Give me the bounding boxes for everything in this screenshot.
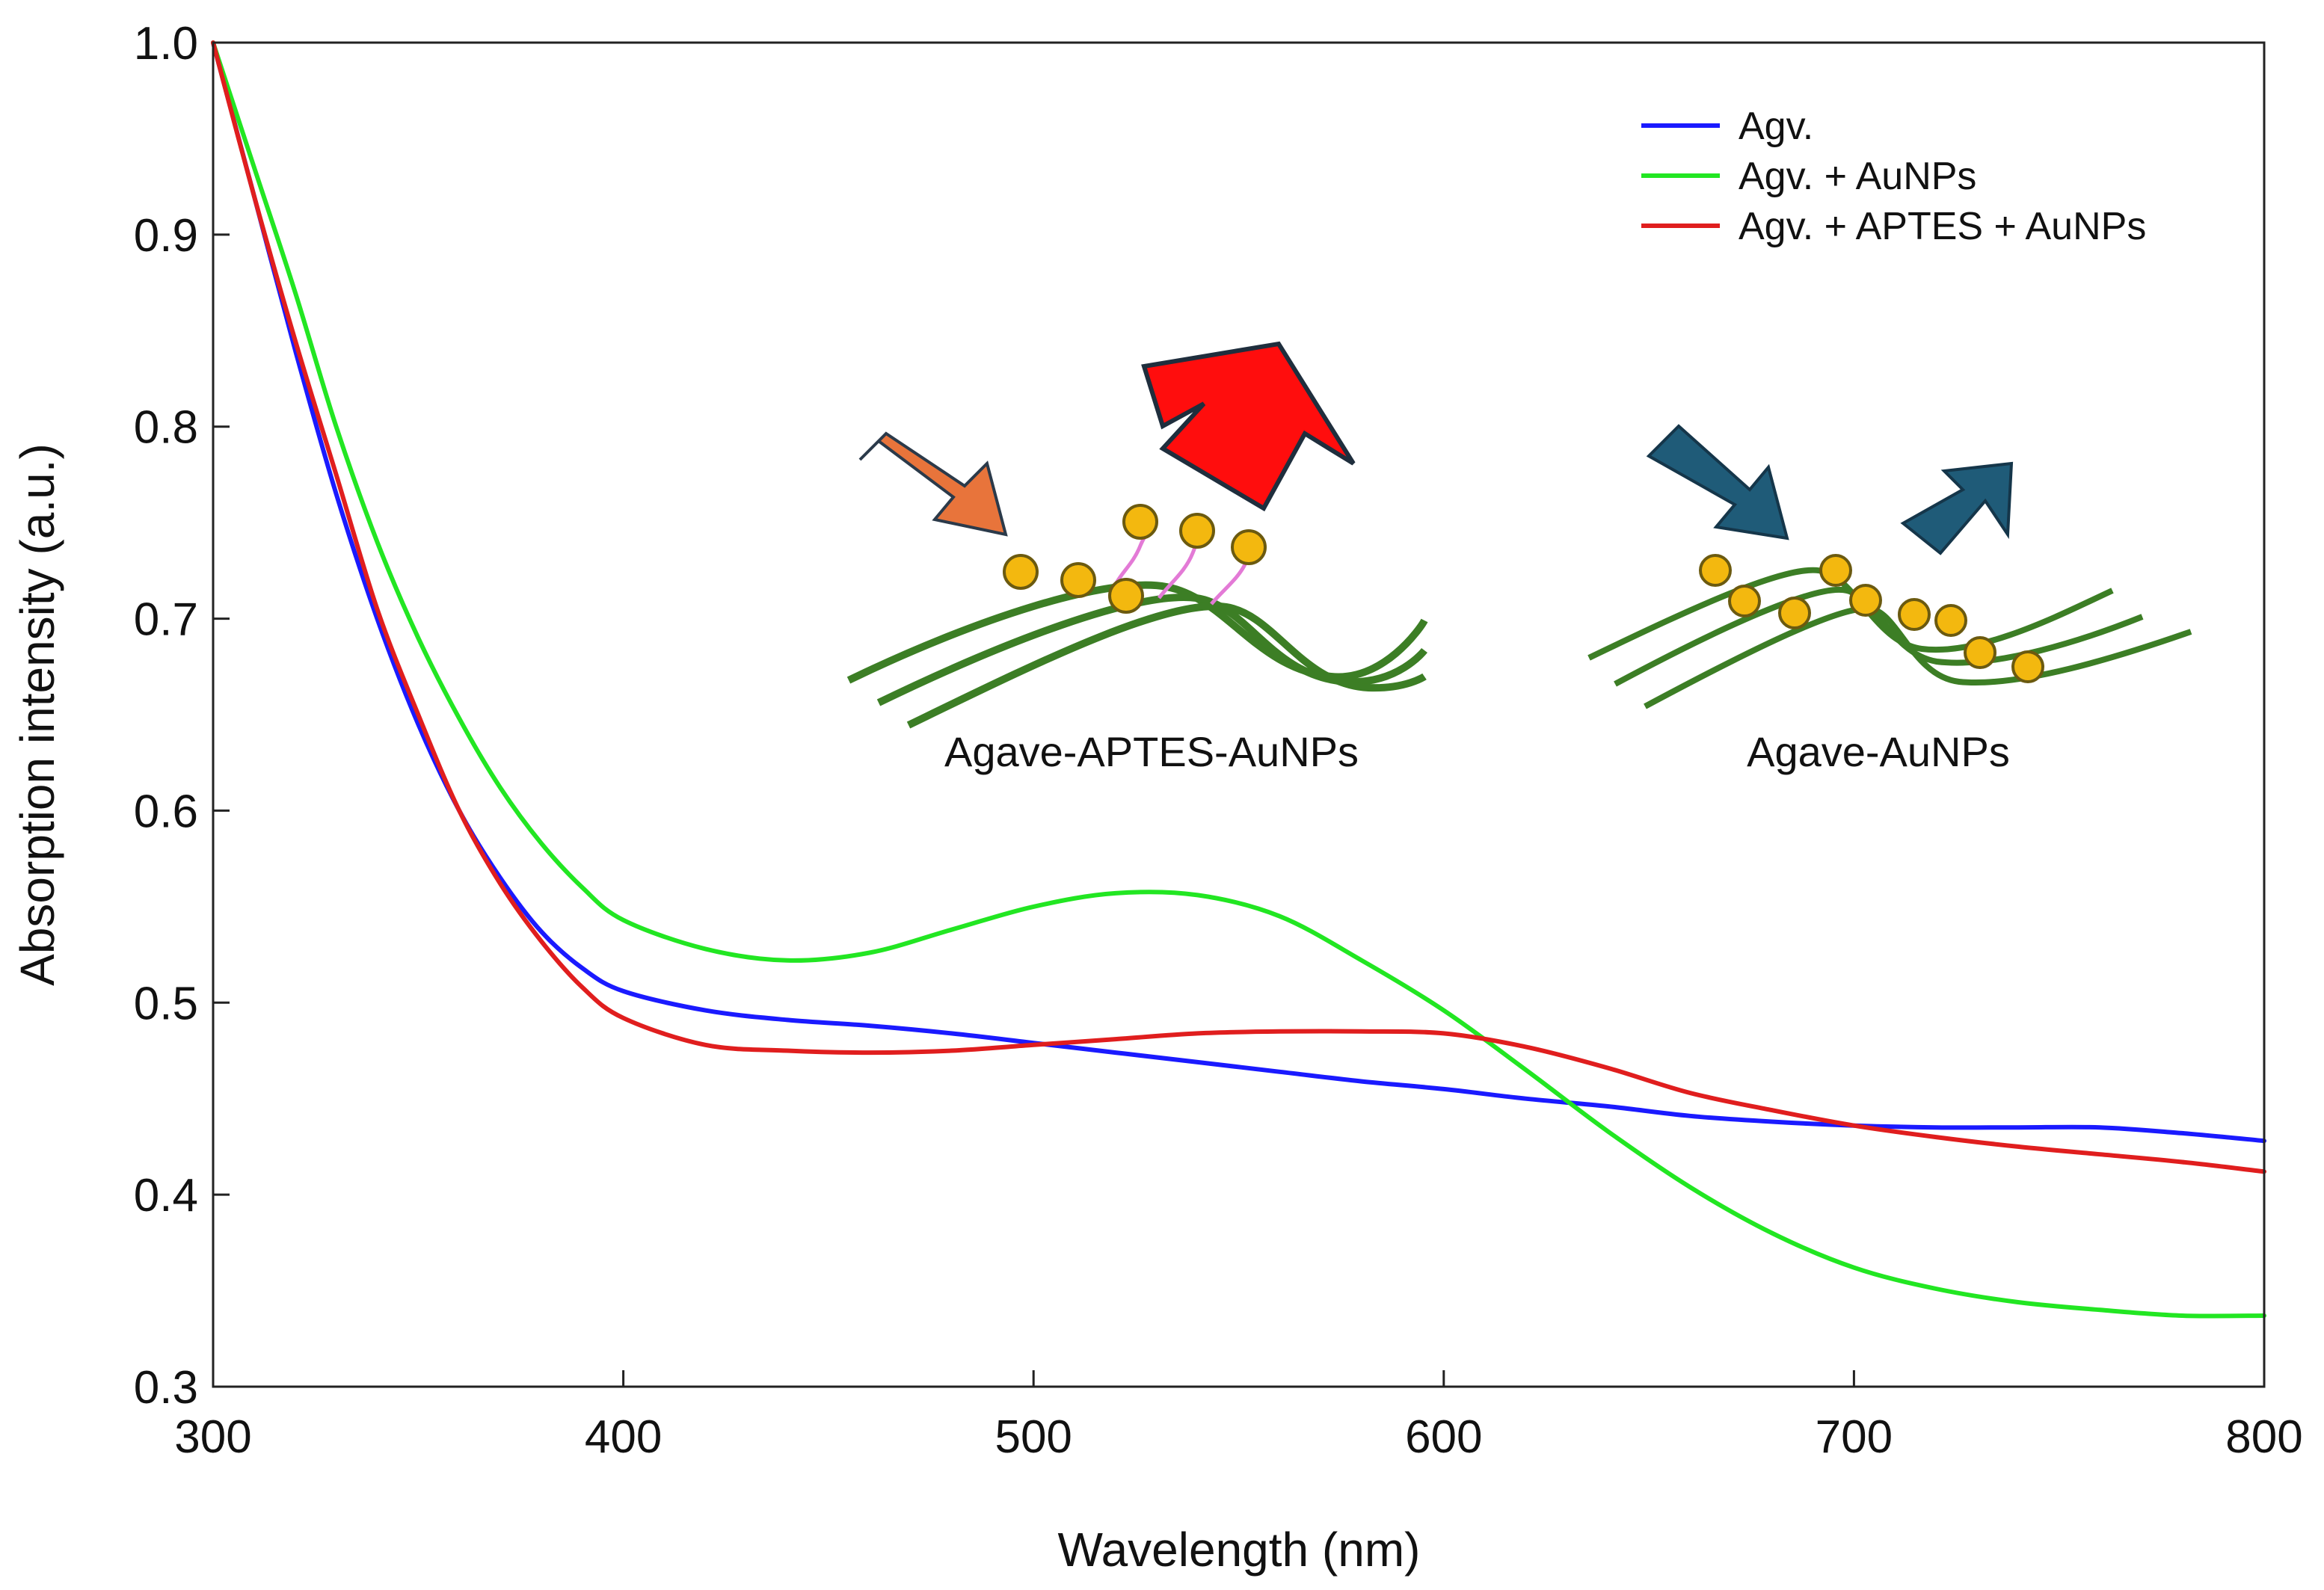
scattered-light-arrow-small xyxy=(1900,461,2014,555)
y-axis: 0.3 0.4 0.5 0.6 0.7 0.8 0.9 1.0 xyxy=(134,18,230,1414)
incident-light-arrow xyxy=(1646,424,1789,540)
fiber-strand xyxy=(1614,586,2144,687)
y-tick-label: 0.7 xyxy=(134,594,198,646)
fiber-strand xyxy=(1644,606,2192,709)
scattered-light-arrow-large xyxy=(1141,341,1356,512)
gold-nanoparticle xyxy=(1003,554,1039,590)
gold-nanoparticle xyxy=(1778,597,1811,629)
series-line-3 xyxy=(211,40,2266,1174)
inset-label-aptes: Agave-APTES-AuNPs xyxy=(944,728,1359,775)
fiber-strand xyxy=(1587,567,2114,661)
gold-nanoparticle xyxy=(2011,650,2044,683)
x-axis-title: Wavelength (nm) xyxy=(1058,1523,1421,1577)
x-tick-label: 800 xyxy=(2225,1411,2302,1463)
x-axis: 300 400 500 600 700 800 xyxy=(174,1370,2303,1463)
y-tick-label: 0.4 xyxy=(134,1170,198,1221)
gold-nanoparticle xyxy=(1819,554,1852,587)
incident-light-arrow xyxy=(858,431,1008,537)
series-layer xyxy=(211,40,2266,1319)
x-tick-label: 400 xyxy=(585,1411,662,1463)
plot-frame xyxy=(212,41,2266,1388)
x-tick-label: 600 xyxy=(1405,1411,1482,1463)
gold-nanoparticle xyxy=(1060,562,1096,598)
y-tick-label: 0.5 xyxy=(134,978,198,1029)
series-line-2 xyxy=(211,40,2266,1319)
gold-nanoparticle xyxy=(1849,584,1882,617)
fiber-strand xyxy=(906,602,1427,729)
y-axis-title: Absorption intensity (a.u.) xyxy=(10,443,64,986)
inset-agave-aunps: Agave-AuNPs xyxy=(1587,424,2192,775)
gold-nanoparticle xyxy=(1231,529,1267,565)
x-tick-label: 300 xyxy=(174,1411,251,1463)
y-tick-label: 1.0 xyxy=(134,18,198,70)
gold-nanoparticle xyxy=(1108,578,1144,614)
y-tick-label: 0.3 xyxy=(134,1362,198,1414)
gold-nanoparticle xyxy=(1179,513,1215,549)
gold-nanoparticle xyxy=(1728,585,1761,617)
fiber-strand xyxy=(876,594,1427,706)
y-tick-label: 0.8 xyxy=(134,402,198,454)
gold-nanoparticle xyxy=(1934,604,1967,637)
inset-label-aunps: Agave-AuNPs xyxy=(1747,728,2010,775)
gold-nanoparticle xyxy=(1699,554,1732,587)
inset-agave-aptes-aunps: Agave-APTES-AuNPs xyxy=(846,341,1428,775)
legend-label-2: Agv. + AuNPs xyxy=(1739,155,1976,198)
legend: Agv. Agv. + AuNPs Agv. + APTES + AuNPs xyxy=(1641,105,2146,248)
x-tick-label: 500 xyxy=(995,1411,1072,1463)
legend-label-1: Agv. xyxy=(1739,105,1813,148)
y-tick-label: 0.9 xyxy=(134,210,198,262)
y-tick-label: 0.6 xyxy=(134,786,198,837)
gold-nanoparticle xyxy=(1964,636,1996,669)
gold-nanoparticle xyxy=(1898,598,1931,631)
gold-nanoparticle xyxy=(1122,504,1158,540)
x-tick-label: 700 xyxy=(1816,1411,1893,1463)
legend-label-3: Agv. + APTES + AuNPs xyxy=(1739,205,2146,248)
